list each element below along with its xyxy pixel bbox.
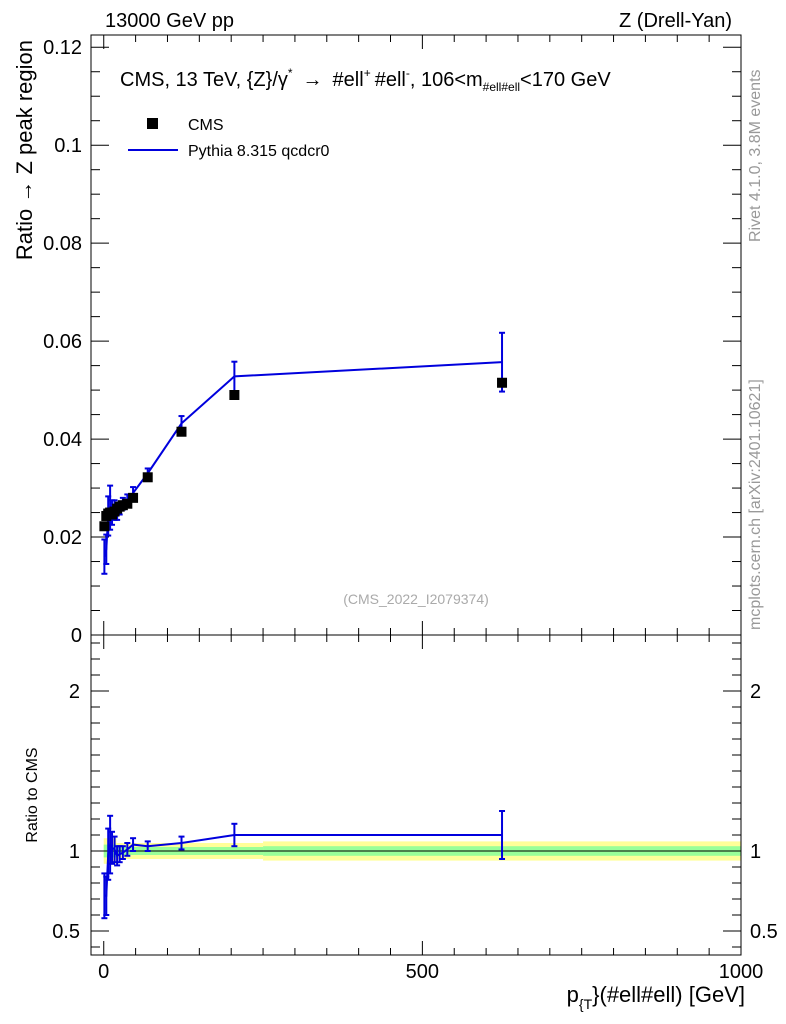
cms-point xyxy=(122,498,133,509)
ratio-tick-label-left: 1 xyxy=(69,841,80,863)
y-tick-label: 0.02 xyxy=(43,527,82,549)
ratio-plot-area xyxy=(101,810,506,920)
rivet-label: Rivet 4.1.0, 3.8M events xyxy=(747,69,764,242)
ratio-tick-label-left: 2 xyxy=(69,681,80,703)
y-axis-label: Ratio → Z peak region xyxy=(12,40,37,260)
cms-point xyxy=(99,521,110,532)
y-tick-label: 0.1 xyxy=(54,135,82,157)
plot-title: CMS, 13 TeV, {Z}/γ* → #ell+ #ell-, 106<m#el… xyxy=(120,66,611,94)
y-tick-label: 0.12 xyxy=(43,37,82,59)
cms-point xyxy=(142,472,153,483)
y-tick-label: 0 xyxy=(71,625,82,647)
mcplots-label: mcplots.cern.ch [arXiv:2401.10621] xyxy=(747,379,764,630)
legend-label-pythia: Pythia 8.315 qcdcr0 xyxy=(188,143,330,160)
ratio-tick-label-right: 1 xyxy=(750,841,761,863)
pythia-line xyxy=(103,361,503,557)
ratio-axis-label: Ratio to CMS xyxy=(24,747,41,842)
analysis-id: (CMS_2022_I2079374) xyxy=(343,591,489,607)
ratio-band xyxy=(103,838,741,864)
main-plot-area xyxy=(99,331,508,575)
ratio-tick-label-right: 2 xyxy=(750,681,761,703)
legend-label-cms: CMS xyxy=(188,117,224,134)
y-tick-label: 0.04 xyxy=(43,429,82,451)
x-tick-label: 500 xyxy=(406,961,439,983)
ratio-tick-label-left: 0.5 xyxy=(52,921,80,943)
cms-point xyxy=(229,390,240,400)
x-tick-label: 0 xyxy=(98,961,109,983)
cms-point xyxy=(497,377,508,388)
axis-ticks: 0 500 1000 0 0.02 0.04 0.06 0.08 0.1 0.12 0.5 0.5 1 1… xyxy=(43,35,778,983)
y-tick-label: 0.06 xyxy=(43,331,82,353)
legend-marker-cms xyxy=(147,118,158,129)
x-axis-label: p{T}(#ell#ell) [GeV] xyxy=(567,982,745,1012)
header-right: Z (Drell-Yan) xyxy=(619,10,732,32)
cms-point xyxy=(128,492,139,503)
x-tick-label: 1000 xyxy=(719,961,764,983)
ratio-tick-label-right: 0.5 xyxy=(750,921,778,943)
cms-point xyxy=(176,426,187,437)
header-left: 13000 GeV pp xyxy=(105,10,234,32)
ratio-frame xyxy=(90,634,742,956)
y-tick-label: 0.08 xyxy=(43,233,82,255)
